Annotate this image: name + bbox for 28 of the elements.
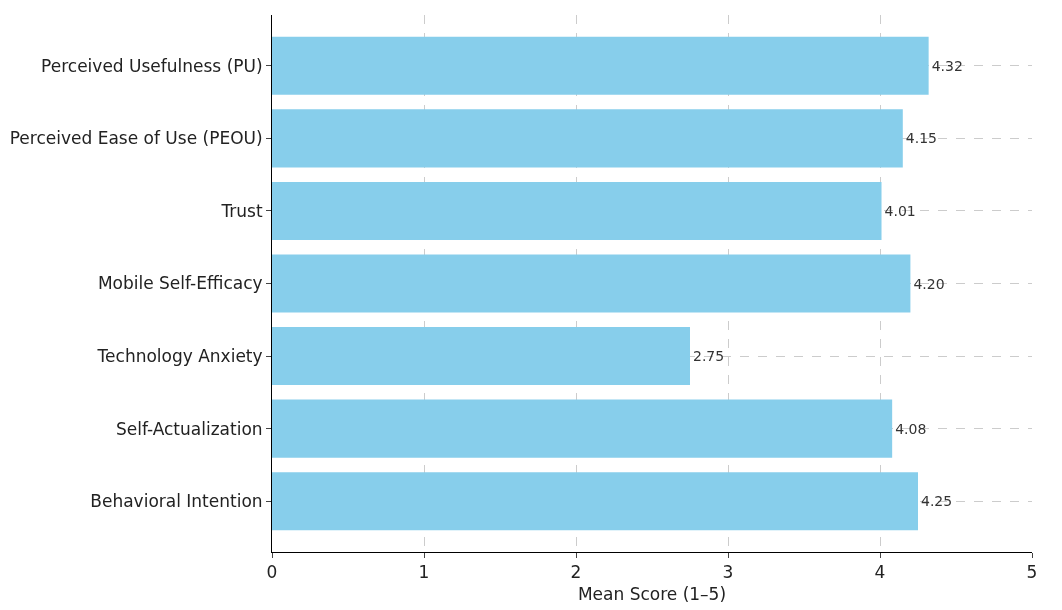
bar (272, 472, 918, 531)
data-label: 4.01 (884, 202, 916, 219)
x-tick-label: 1 (418, 562, 430, 583)
bar (272, 399, 893, 458)
x-tick-label: 2 (570, 562, 582, 583)
data-label: 4.32 (931, 57, 963, 74)
y-tick-label: Trust (220, 200, 263, 221)
y-tick-label: Perceived Usefulness (PU) (41, 55, 263, 76)
data-label: 4.08 (895, 420, 927, 437)
bar (272, 36, 929, 95)
bar (272, 327, 690, 386)
data-label: 4.15 (905, 130, 937, 147)
y-tick-label: Mobile Self-Efficacy (97, 273, 263, 294)
bar (272, 254, 911, 313)
y-tick-label: Self-Actualization (115, 418, 263, 439)
x-tick-label: 4 (874, 562, 886, 583)
y-tick-label: Behavioral Intention (90, 491, 263, 512)
x-tick-label: 0 (266, 562, 278, 583)
bar (272, 109, 903, 168)
data-label: 4.25 (921, 493, 953, 510)
data-label: 2.75 (693, 348, 725, 365)
x-tick-label: 5 (1026, 562, 1038, 583)
y-tick-label: Perceived Ease of Use (PEOU) (9, 128, 263, 149)
bar (272, 181, 882, 240)
x-tick-label: 3 (722, 562, 734, 583)
data-label: 4.20 (913, 275, 945, 292)
y-tick-label: Technology Anxiety (96, 346, 263, 367)
x-axis-title: Mean Score (1–5) (577, 583, 727, 604)
